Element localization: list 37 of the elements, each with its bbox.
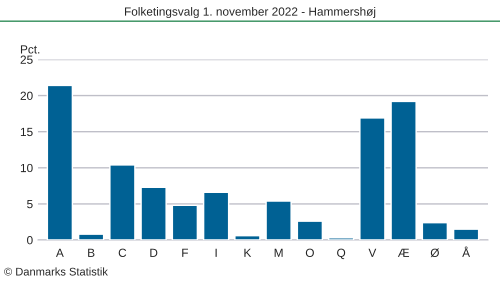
text: © Danmarks Statistik <box>4 267 108 276</box>
x-tick-label: O <box>306 248 314 257</box>
y-tick-label: 10 <box>20 164 33 172</box>
chart-title: Folketingsvalg 1. november 2022 - Hammershøj <box>125 7 376 18</box>
x-tick-label: V <box>368 248 376 257</box>
bar <box>390 100 417 240</box>
bar <box>452 228 480 240</box>
x-tick-label: A <box>56 248 64 257</box>
bar <box>265 200 292 240</box>
bar <box>172 204 198 240</box>
x-tick-label: I <box>216 248 217 257</box>
x-tick-label: B <box>88 248 94 257</box>
y-tick-label: 20 <box>20 92 33 100</box>
bar <box>359 117 386 240</box>
x-tick-label: Å <box>462 246 470 257</box>
x-tick-label: D <box>150 248 158 257</box>
bar <box>78 234 104 240</box>
x-tick-label: F <box>182 248 188 257</box>
bar <box>46 84 74 240</box>
bar <box>296 220 324 240</box>
y-tick-label: 5 <box>27 200 33 208</box>
x-tick-label: K <box>244 248 252 257</box>
x-tick-label: Æ <box>398 248 410 257</box>
bar <box>422 222 448 240</box>
x-tick-label: M <box>274 248 283 257</box>
x-tick-label: C <box>118 248 126 257</box>
bar <box>140 186 167 240</box>
bar <box>234 234 261 240</box>
bar <box>328 237 354 240</box>
x-tick-label: Q <box>337 248 346 260</box>
y-axis-title: Pct. <box>20 45 40 54</box>
bar <box>109 164 136 240</box>
bar <box>202 192 230 240</box>
y-tick-label: 0 <box>27 236 33 244</box>
x-tick-label: Ø <box>430 248 440 258</box>
y-tick-label: 25 <box>20 56 33 64</box>
y-tick-label: 15 <box>20 128 33 136</box>
